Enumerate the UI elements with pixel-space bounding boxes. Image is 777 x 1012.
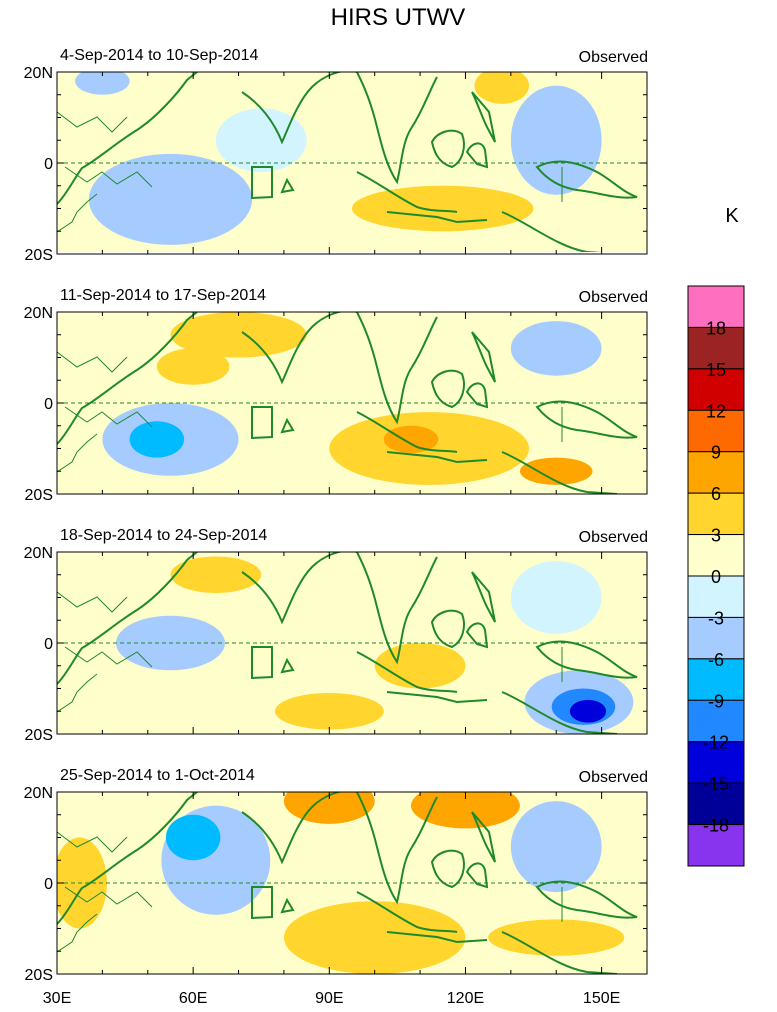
anomaly-region [474, 72, 529, 104]
y-tick-label: 0 [44, 876, 53, 893]
colorbar-level-label: 3 [711, 526, 721, 546]
colorbar-level-label: 15 [706, 360, 726, 380]
colorbar-level-label: 12 [706, 401, 726, 421]
anomaly-field [57, 312, 647, 494]
anomaly-region [510, 85, 602, 195]
anomaly-field [57, 72, 647, 252]
panel-4: 25-Sep-2014 to 1-Oct-2014 Observed 20N 0 20S [24, 767, 648, 984]
colorbar-level-label: -6 [708, 650, 724, 670]
anomaly-region [411, 792, 520, 829]
period-label: 4-Sep-2014 to 10-Sep-2014 [60, 47, 258, 64]
y-tick-label: 20S [25, 487, 53, 504]
anomaly-field [57, 552, 647, 734]
y-tick-label: 0 [44, 636, 53, 653]
anomaly-region [383, 425, 439, 454]
y-tick-label: 20S [25, 727, 53, 744]
anomaly-region [519, 457, 593, 485]
anomaly-region [165, 814, 221, 861]
panels: 4-Sep-2014 to 10-Sep-2014 Observed 20N 0 20S… [24, 47, 648, 984]
x-tick-label: 150E [583, 990, 620, 1007]
panel-2: 11-Sep-2014 to 17-Sep-2014 Observed 20N 0 20… [24, 287, 648, 504]
colorbar-swatch [687, 326, 745, 370]
period-label: 25-Sep-2014 to 1-Oct-2014 [60, 767, 255, 784]
y-tick-label: 20N [24, 785, 53, 802]
observed-label: Observed [579, 289, 648, 306]
anomaly-region [274, 693, 384, 730]
x-tick-label: 120E [447, 990, 484, 1007]
y-tick-label: 20N [24, 545, 53, 562]
colorbar-level-label: -18 [703, 816, 729, 836]
y-tick-label: 20N [24, 65, 53, 82]
panel-3: 18-Sep-2014 to 24-Sep-2014 Observed 20N 0 20… [24, 527, 648, 744]
colorbar-level-label: 18 [706, 318, 726, 338]
anomaly-region [170, 556, 262, 593]
anomaly-region [156, 348, 230, 385]
period-label: 11-Sep-2014 to 17-Sep-2014 [60, 287, 266, 304]
x-tick-label: 90E [315, 990, 343, 1007]
colorbar-swatch [687, 658, 745, 701]
x-axis-ticks: 30E 60E 90E 120E 150E [43, 990, 621, 1007]
anomaly-region [170, 312, 307, 358]
anomaly-region [129, 421, 185, 458]
colorbar-level-label: -3 [708, 608, 724, 628]
colorbar-swatch [687, 534, 745, 577]
anomaly-region [352, 185, 534, 232]
anomaly-region [215, 108, 307, 173]
anomaly-region [510, 321, 602, 376]
observed-label: Observed [579, 769, 648, 786]
colorbar-swatch [687, 616, 745, 660]
x-tick-label: 60E [179, 990, 207, 1007]
colorbar-swatch [687, 492, 745, 536]
colorbar-swatch [687, 451, 745, 494]
figure-title: HIRS UTWV [331, 4, 466, 31]
colorbar-level-label: -9 [708, 691, 724, 711]
colorbar-swatch [687, 824, 745, 867]
y-tick-label: 0 [44, 156, 53, 173]
colorbar-level-label: 0 [711, 567, 721, 587]
colorbar: 18 15 12 9 6 3 0 -3 -6 -9 -12 -15 -18 [687, 285, 745, 867]
anomaly-region [374, 643, 466, 689]
anomaly-region [569, 699, 607, 723]
anomaly-region [283, 792, 375, 824]
colorbar-swatch [687, 368, 745, 411]
anomaly-region [510, 561, 602, 634]
colorbar-level-label: 9 [711, 443, 721, 463]
y-tick-label: 20S [25, 247, 53, 264]
anomaly-field [57, 792, 647, 974]
colorbar-swatch [687, 285, 745, 328]
colorbar-level-label: 6 [711, 484, 721, 504]
colorbar-units-label: K [725, 205, 739, 227]
colorbar-swatch [687, 782, 745, 826]
y-tick-label: 20N [24, 305, 53, 322]
observed-label: Observed [579, 49, 648, 66]
period-label: 18-Sep-2014 to 24-Sep-2014 [60, 527, 267, 544]
anomaly-region [283, 901, 466, 974]
y-tick-label: 20S [25, 967, 53, 984]
anomaly-region [510, 801, 602, 893]
colorbar-level-label: -12 [703, 733, 729, 753]
x-tick-label: 30E [43, 990, 71, 1007]
y-tick-label: 0 [44, 396, 53, 413]
colorbar-swatch [687, 699, 745, 743]
anomaly-region [75, 72, 130, 95]
colorbar-swatch [687, 575, 745, 618]
colorbar-level-label: -15 [703, 774, 729, 794]
colorbar-swatch [687, 741, 745, 784]
anomaly-region [488, 919, 625, 956]
anomaly-region [88, 153, 253, 245]
observed-label: Observed [579, 529, 648, 546]
panel-1: 4-Sep-2014 to 10-Sep-2014 Observed 20N 0 20S [24, 47, 648, 264]
